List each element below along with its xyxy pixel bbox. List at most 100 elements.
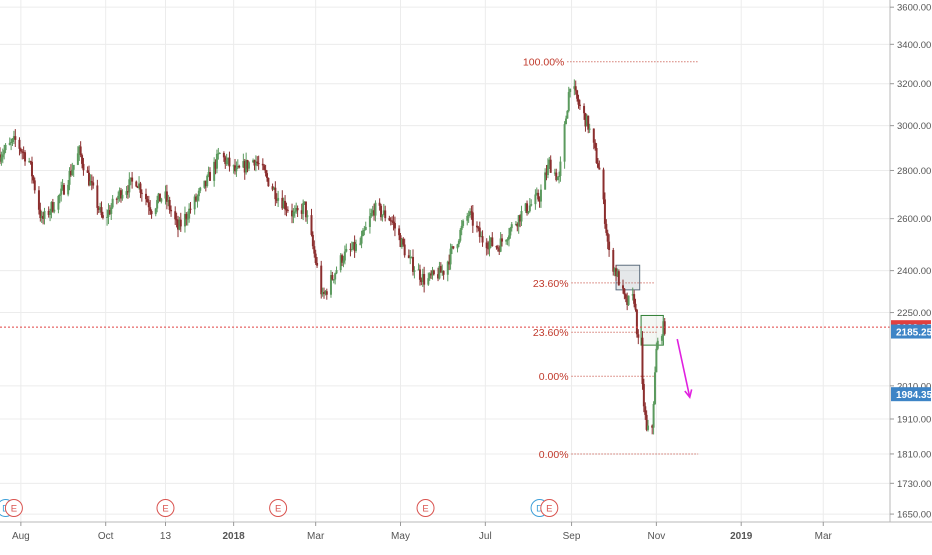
candle-body [296,208,299,211]
candle-body [605,223,608,233]
candle-body [302,203,305,214]
fib-level-label: 23.60% [533,278,569,290]
candle-body [332,279,335,281]
candle-body [585,115,588,127]
candle-body [11,139,14,142]
candle-body [61,184,64,189]
price-tag-label: 2185.25 [896,328,932,339]
candle-body [403,244,406,256]
candle-body [50,202,53,212]
candle-body [656,340,659,349]
price-axis-bg [891,0,932,522]
candle-body [121,194,124,199]
candle-body [341,255,344,263]
candle-body [413,270,416,272]
candle-body [51,202,54,212]
candle-body [660,336,663,341]
candle-body [145,193,148,200]
zone-box-green [640,314,664,346]
candle-body [595,148,598,164]
candle-body [548,159,551,165]
time-tick-label: Mar [307,531,325,542]
candle-body [165,191,168,202]
candle-body [635,309,638,335]
candle-body [325,291,328,295]
candle-body [60,188,63,195]
candle-body [257,163,260,165]
candle-body [381,214,384,218]
price-tick-label: 2400.00 [897,266,931,277]
trend-arrow-head [684,389,693,400]
candle-body [481,236,484,243]
candle-body [271,186,274,190]
candle-body [573,86,576,89]
candle-body [352,242,355,249]
candle-body [653,372,656,405]
candle-body [583,106,586,114]
overlays [0,326,890,400]
candle-body [314,253,317,263]
candle-body [47,210,50,215]
candle-body [491,237,494,247]
candle-body [398,228,401,236]
candle-body [353,242,356,251]
event-markers[interactable]: DEEEEDE [0,499,559,517]
candle-body [517,215,520,227]
candle-body [128,179,131,193]
candle-body [606,232,609,242]
earnings-event-marker[interactable]: E [416,499,435,517]
candle-body [574,86,577,91]
candle-body [129,177,132,180]
candle-body [4,144,7,151]
candle-body [400,238,403,247]
candle-body [535,192,538,195]
candle-body [594,142,597,149]
candle-body [642,384,645,407]
candle-body [106,216,109,218]
candle-body [168,199,171,210]
candle-body [480,236,483,238]
candle-body [40,215,43,219]
candle-body [115,198,118,200]
candle-body [10,141,13,143]
candle-body [452,246,455,249]
candle-body [89,181,92,186]
event-label: E [162,504,168,515]
price-tick-label: 2010.00 [897,381,931,392]
candle-body [154,208,157,215]
candle-body [537,192,540,200]
candle-body [253,160,256,166]
fib-level-label: 100.00% [523,57,564,69]
candle-body [449,248,452,265]
candle-body [189,208,192,210]
candle-body [78,146,81,154]
candle-body [616,271,619,277]
candle-body [360,236,363,244]
earnings-event-marker[interactable]: E [269,499,288,517]
candle-body [92,182,95,186]
candle-body [355,243,357,251]
candle-body [441,270,444,273]
candle-body [370,213,373,217]
candle-body [267,177,270,187]
candle-body [39,209,42,219]
candle-body [136,186,139,189]
candle-body [135,181,138,187]
earnings-event-marker[interactable]: E [4,499,23,517]
earnings-event-marker[interactable]: E [156,499,175,517]
candle-body [418,269,421,280]
candle-body [291,210,294,217]
candle-body [505,240,508,242]
candle-body [303,201,306,204]
event-circle [416,499,435,517]
candle-body [117,195,120,200]
candle-body [391,220,394,222]
candle-body [576,90,579,99]
candle-body [478,227,481,237]
time-tick-label: Sep [563,531,581,542]
candle-body [516,224,519,227]
candle-body [177,219,179,230]
earnings-event-marker[interactable]: E [540,499,559,517]
candle-body [389,220,392,222]
